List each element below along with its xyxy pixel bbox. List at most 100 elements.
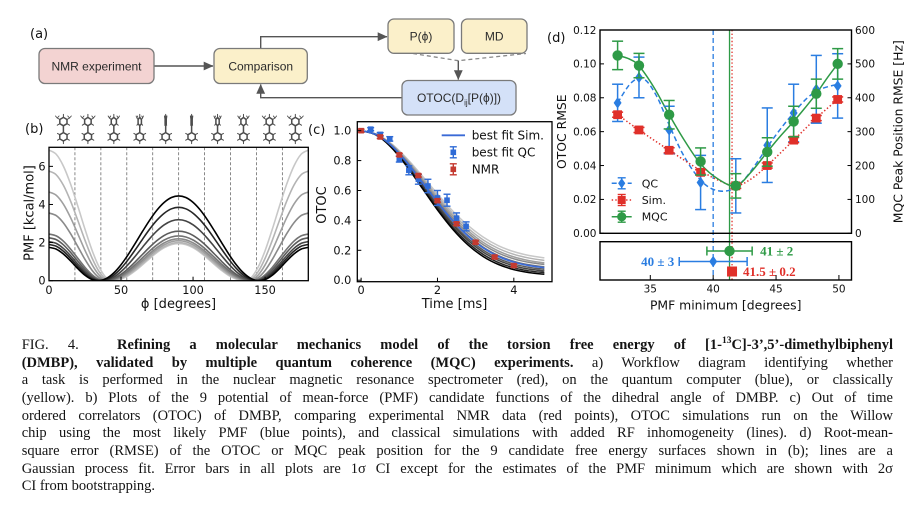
data-marker (664, 145, 674, 155)
methyl-group (237, 115, 241, 119)
substituent-bond (263, 123, 267, 126)
upper-ring (290, 116, 300, 127)
hydrogen-bond (159, 138, 163, 141)
hydrogen-bond (168, 132, 173, 136)
substituent-bond (298, 117, 302, 120)
caption-title-text: Refining a molecular mechanics model of … (117, 336, 722, 353)
methyl-group (67, 115, 72, 119)
qc-point (462, 221, 470, 232)
hydrogen-bond (272, 138, 276, 141)
lower-ring (265, 131, 274, 142)
hydrogen-bond (133, 132, 137, 136)
substituent-bond (272, 123, 276, 126)
substituent-bond (218, 123, 221, 126)
legend-handle-qc (611, 177, 632, 190)
panel-c-otoc-plot: (c) 0 2 4 0.0 0.2 0.4 0.6 0.8 1.0 OTOC Time [ms]… (308, 121, 553, 312)
nmr-experiment-label: NMR experiment (51, 59, 142, 73)
data-marker (832, 58, 843, 70)
hydrogen-bond (194, 132, 199, 136)
data-marker (613, 97, 622, 109)
substituent-bond (56, 123, 61, 126)
y-tick-label-right: 100 (855, 194, 875, 206)
hydrogen-bond (246, 138, 250, 141)
lower-ring (290, 131, 300, 142)
data-marker (730, 180, 742, 192)
nmr-point (472, 239, 480, 246)
legend-handle-nmr (449, 163, 457, 176)
y-tick-label-left: 0.00 (573, 228, 596, 240)
legend-marker (617, 196, 626, 204)
molecule-icon (261, 113, 278, 145)
y-tick-label: 2 (38, 237, 45, 250)
otoc-label-subscript: ij (464, 99, 468, 108)
y-tick-label-left: 0.08 (573, 93, 596, 105)
caption-line: chip using the most likely PMF (blue poi… (21, 425, 893, 442)
molecule-icon (185, 113, 199, 145)
rmse-point (788, 135, 800, 145)
y-tick-label: 0.8 (333, 155, 351, 168)
legend-handle-sim (611, 193, 632, 207)
qc-point (367, 126, 375, 132)
panel-b-pmf-plot: (b) 0 50 100 150 0 2 4 6 PMF [kcal/mol] ϕ [degr… (23, 113, 309, 312)
substituent-bond (90, 123, 94, 126)
substituent-bond (288, 117, 293, 120)
x-tick-label: 2 (434, 284, 441, 297)
substituent-bond (214, 123, 217, 126)
panel-d-rmse-plot: (d) 0.00 0.02 0.04 0.06 0.08 0.10 0.12 0 100 200 3… (547, 25, 906, 313)
qc-point (443, 193, 451, 207)
pmf-minimum-estimate: 40 ± 3 (641, 254, 748, 269)
rmse-point (730, 172, 742, 199)
x-axis-label: Time [ms] (421, 297, 488, 312)
caption-line: (yellow). b) Plots of the 9 potential of… (21, 389, 893, 406)
data-marker (377, 134, 384, 140)
hydrogen-bond (168, 138, 173, 141)
panel-label-c: (c) (308, 123, 325, 138)
y-tick-label-right: 400 (855, 93, 875, 105)
caption-title-text: C]-3’,5’-dimethylbiphenyl (731, 336, 893, 353)
lower-ring (187, 131, 196, 142)
data-marker (727, 266, 738, 277)
x-tick-label: 0 (45, 284, 52, 297)
legend-label-mqc: MQC (642, 211, 668, 224)
data-marker (386, 136, 393, 142)
caption-title: Refining a molecular mechanics model of … (117, 335, 893, 353)
hydrogen-bond (211, 138, 215, 141)
pmf-label: P(ϕ) (410, 30, 433, 44)
hydrogen-bond (288, 138, 293, 141)
x-tick-label: 150 (254, 284, 276, 297)
y-tick-label-right: 0 (855, 228, 862, 240)
legend-label-nmr: NMR (472, 163, 500, 177)
upper-ring (83, 116, 92, 127)
molecule-icon (133, 113, 147, 145)
x-axis-label: PMF minimum [degrees] (650, 298, 802, 313)
molecule-icon (55, 113, 72, 145)
data-marker (396, 156, 403, 162)
plot-frame (48, 146, 309, 282)
hydrogen-bond (142, 132, 147, 136)
rmse-point (832, 95, 844, 104)
y-tick-label: 4 (38, 198, 45, 211)
hydrogen-bond (133, 138, 137, 141)
isotope-superscript: 13 (721, 335, 732, 346)
lower-ring (109, 131, 119, 142)
caption-line: square error (RMSE) of the OTOC or MQC p… (21, 443, 893, 460)
data-marker (696, 176, 705, 189)
pmf-curve (49, 230, 309, 281)
caption-body-text: a) Workflow diagram identifying whether (591, 354, 893, 371)
md-box (460, 18, 528, 54)
legend: best fit Sim. best fit QC NMR (441, 129, 544, 177)
upper-ring (240, 116, 247, 127)
hydrogen-bond (81, 132, 85, 136)
hydrogen-bond (263, 132, 267, 136)
pmf-minimum-label: 40 ± 3 (641, 254, 675, 269)
substituent-bond (81, 123, 86, 126)
substituent-bond (56, 117, 61, 120)
data-marker (463, 223, 469, 230)
pmf-minimum-estimate: 41 ± 2 (706, 244, 793, 259)
lower-ring (239, 131, 248, 142)
rmse-point (761, 136, 773, 167)
x-tick-label: 50 (114, 284, 128, 297)
x-tick-label: 0 (358, 284, 365, 297)
data-marker (406, 167, 412, 174)
gp-fit-curve (617, 98, 839, 187)
